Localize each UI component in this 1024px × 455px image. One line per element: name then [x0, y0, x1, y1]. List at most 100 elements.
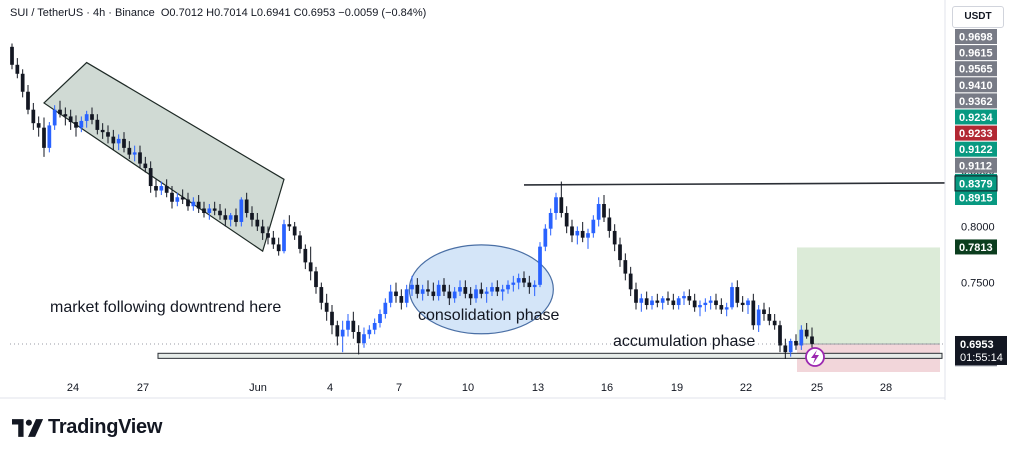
candle-body	[527, 282, 532, 288]
chart-header: SUI / TetherUS · 4h · Binance O0.7012 H0…	[10, 7, 426, 19]
candle	[628, 266, 633, 297]
candle	[650, 296, 654, 310]
candle-body	[644, 298, 649, 306]
candle-body	[591, 219, 596, 234]
price-label-text: 0.8915	[959, 193, 993, 205]
candle	[735, 280, 740, 308]
candle-body	[154, 186, 158, 191]
candle	[756, 305, 761, 332]
candle-body	[228, 215, 233, 220]
candle-body	[719, 305, 724, 310]
candle-body	[351, 320, 356, 332]
candle-body	[324, 302, 329, 312]
candle-body	[447, 291, 452, 299]
price-label: 0.9362	[955, 93, 997, 109]
candle	[31, 102, 36, 130]
candle	[607, 208, 612, 238]
candle-body	[159, 186, 164, 191]
candle-body	[271, 237, 276, 245]
candle-body	[468, 293, 473, 299]
candle-body	[490, 287, 494, 292]
candle-body	[202, 208, 206, 213]
candle-body	[378, 314, 382, 323]
header-separator: ·	[105, 7, 115, 19]
annotation-consolidation: consolidation phase	[418, 307, 560, 324]
price-label-text: 0.9112	[959, 160, 992, 172]
currency-button[interactable]: USDT	[952, 6, 1004, 28]
price-label: 0.9234	[955, 109, 997, 125]
candle-body	[196, 201, 201, 209]
candle	[111, 129, 116, 151]
candle-body	[394, 291, 398, 297]
candle-body	[740, 302, 745, 306]
candle-body	[580, 230, 585, 238]
candle	[228, 212, 233, 227]
candle	[298, 230, 302, 254]
candle-body	[756, 309, 761, 326]
candle-body	[767, 314, 772, 321]
symbol-name[interactable]: SUI / TetherUS	[10, 7, 84, 19]
price-label-bg	[955, 29, 997, 44]
candle-body	[255, 219, 260, 227]
candle	[618, 237, 622, 267]
ohlc-open: O0.7012	[160, 7, 204, 19]
candle-body	[20, 73, 25, 92]
candle	[506, 280, 510, 294]
price-label-text: 0.9615	[959, 48, 993, 60]
price-label: 0.8915	[955, 190, 997, 205]
last-price-text: 0.6953	[960, 339, 994, 351]
candle	[639, 293, 644, 312]
candle-body	[335, 325, 340, 337]
candle-body	[143, 163, 148, 169]
candle-body	[698, 305, 702, 308]
candle	[218, 204, 222, 220]
candle	[458, 280, 462, 297]
candle-body	[804, 329, 809, 337]
candle	[255, 212, 260, 231]
candle	[90, 107, 94, 125]
candle	[538, 242, 542, 288]
candle	[772, 314, 777, 330]
candle-body	[703, 302, 708, 306]
candle-body	[122, 138, 126, 148]
candle	[207, 204, 212, 220]
candle	[388, 284, 393, 308]
candle	[452, 287, 457, 303]
candle	[138, 145, 142, 169]
last-price-bg	[955, 335, 1007, 365]
candle-body	[676, 298, 681, 306]
candle-body	[660, 298, 665, 303]
price-label-text: 0.9233	[959, 128, 993, 140]
x-tick-label: 13	[532, 382, 544, 394]
candle	[671, 293, 676, 310]
candle	[602, 195, 606, 222]
brand-name: TradingView	[48, 416, 163, 438]
candle-body	[516, 278, 521, 283]
candle-body	[426, 289, 430, 292]
price-label-text: 0.8379	[959, 178, 993, 190]
price-label-bg	[955, 93, 997, 109]
candle	[84, 110, 89, 128]
candle-body	[127, 147, 132, 155]
candle-body	[186, 199, 190, 207]
price-label-bg	[955, 109, 997, 125]
candle-body	[607, 217, 612, 231]
candle	[367, 325, 372, 339]
candle	[730, 282, 734, 310]
candle-body	[506, 284, 510, 290]
interval-label[interactable]: 4h	[92, 7, 106, 19]
candle-body	[596, 204, 601, 220]
candle-body	[47, 125, 52, 148]
candle-body	[431, 291, 436, 297]
candle	[484, 287, 489, 303]
candle-body	[586, 233, 590, 238]
candle	[666, 291, 670, 306]
candle-body	[548, 212, 553, 229]
candle	[234, 208, 238, 227]
candle	[516, 273, 521, 290]
candle-body	[31, 109, 36, 124]
candle	[623, 253, 628, 281]
candle-body	[148, 168, 153, 187]
candle	[500, 284, 505, 301]
